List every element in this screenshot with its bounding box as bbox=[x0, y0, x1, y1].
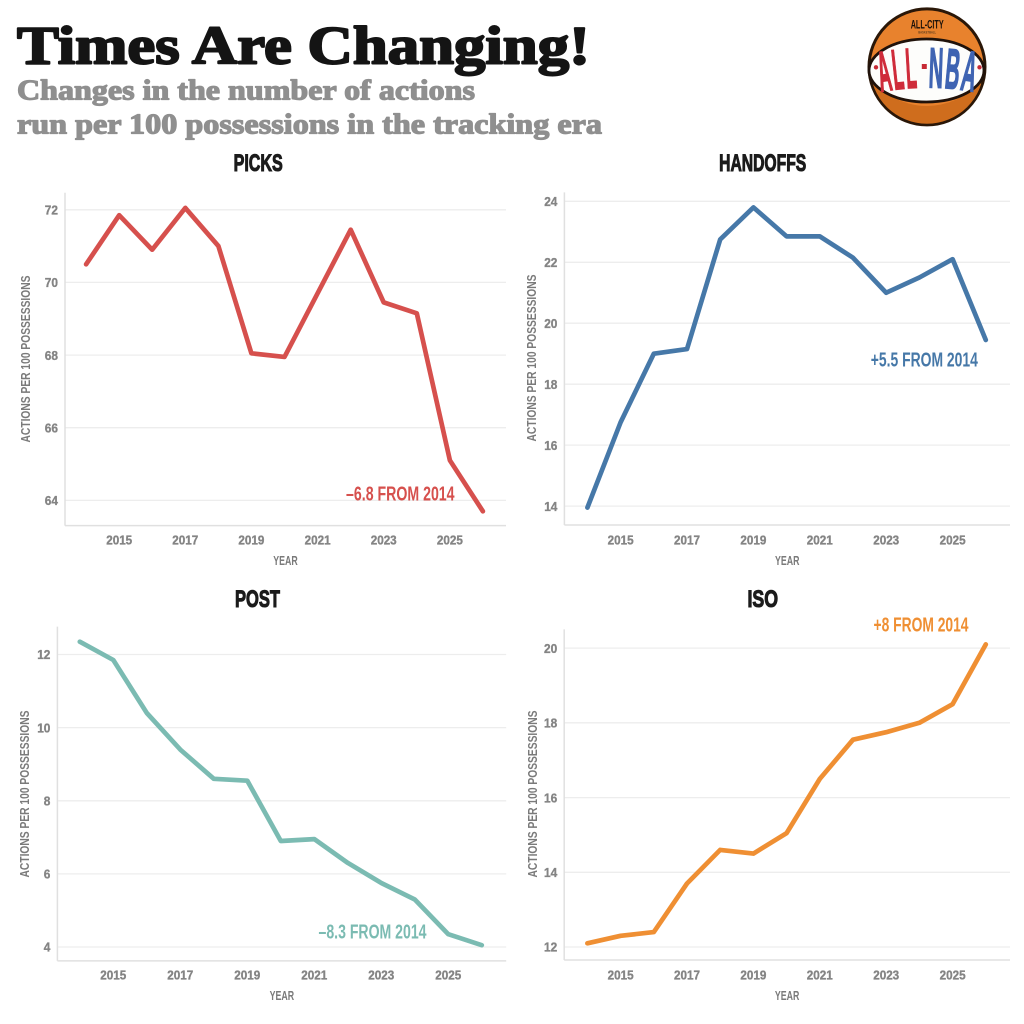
svg-text:64: 64 bbox=[45, 493, 59, 508]
svg-text:ACTIONS PER 100 POSSESSIONS: ACTIONS PER 100 POSSESSIONS bbox=[524, 274, 539, 441]
svg-text:16: 16 bbox=[544, 438, 557, 453]
svg-text:2019: 2019 bbox=[238, 532, 264, 547]
svg-text:ACTIONS PER 100 POSSESSIONS: ACTIONS PER 100 POSSESSIONS bbox=[18, 275, 33, 442]
svg-text:Times Are Changing!: Times Are Changing! bbox=[17, 15, 590, 75]
svg-text:2023: 2023 bbox=[371, 532, 397, 547]
svg-text:12: 12 bbox=[544, 940, 557, 955]
svg-text:14: 14 bbox=[544, 499, 558, 514]
svg-text:+5.5 FROM 2014: +5.5 FROM 2014 bbox=[871, 350, 979, 372]
svg-text:2023: 2023 bbox=[873, 967, 899, 982]
svg-text:+8 FROM 2014: +8 FROM 2014 bbox=[874, 615, 970, 637]
svg-text:B: B bbox=[943, 37, 963, 102]
svg-text:Changes in the number of actio: Changes in the number of actions bbox=[17, 76, 475, 107]
svg-text:2019: 2019 bbox=[740, 532, 766, 547]
svg-text:14: 14 bbox=[544, 865, 558, 880]
svg-text:2017: 2017 bbox=[172, 532, 198, 547]
svg-text:66: 66 bbox=[45, 420, 58, 435]
svg-text:YEAR: YEAR bbox=[775, 989, 800, 1003]
svg-text:2021: 2021 bbox=[807, 532, 833, 547]
svg-text:18: 18 bbox=[544, 377, 557, 392]
svg-text:2023: 2023 bbox=[873, 532, 899, 547]
svg-text:2017: 2017 bbox=[167, 967, 193, 982]
svg-text:BASKETBALL: BASKETBALL bbox=[918, 31, 937, 35]
svg-text:ACTIONS PER 100 POSSESSIONS: ACTIONS PER 100 POSSESSIONS bbox=[525, 710, 540, 877]
svg-text:2019: 2019 bbox=[234, 967, 260, 982]
svg-text:4: 4 bbox=[44, 940, 51, 955]
svg-text:N: N bbox=[928, 37, 945, 102]
svg-text:2017: 2017 bbox=[674, 532, 700, 547]
svg-text:2015: 2015 bbox=[106, 532, 132, 547]
svg-text:16: 16 bbox=[544, 790, 557, 805]
svg-text:PICKS: PICKS bbox=[234, 150, 283, 177]
svg-text:10: 10 bbox=[37, 720, 50, 735]
svg-text:2017: 2017 bbox=[674, 967, 700, 982]
svg-text:ACTIONS PER 100 POSSESSIONS: ACTIONS PER 100 POSSESSIONS bbox=[17, 710, 32, 877]
svg-text:20: 20 bbox=[544, 641, 557, 656]
svg-text:24: 24 bbox=[544, 194, 558, 209]
svg-text:POST: POST bbox=[235, 586, 280, 613]
svg-text:2025: 2025 bbox=[940, 967, 966, 982]
svg-text:2025: 2025 bbox=[940, 532, 966, 547]
svg-text:2015: 2015 bbox=[608, 967, 634, 982]
svg-text:ISO: ISO bbox=[748, 586, 779, 613]
svg-text:–8.3 FROM 2014: –8.3 FROM 2014 bbox=[319, 922, 428, 944]
svg-text:–6.8 FROM 2014: –6.8 FROM 2014 bbox=[346, 484, 455, 506]
svg-text:YEAR: YEAR bbox=[775, 554, 800, 568]
svg-text:18: 18 bbox=[544, 716, 557, 731]
svg-text:6: 6 bbox=[44, 867, 51, 882]
svg-text:12: 12 bbox=[37, 647, 50, 662]
svg-text:YEAR: YEAR bbox=[273, 554, 298, 568]
svg-text:2021: 2021 bbox=[305, 532, 331, 547]
svg-text:2019: 2019 bbox=[740, 967, 766, 982]
svg-text:8: 8 bbox=[44, 794, 51, 809]
svg-text:HANDOFFS: HANDOFFS bbox=[719, 150, 806, 177]
svg-text:70: 70 bbox=[45, 275, 58, 290]
svg-text:2015: 2015 bbox=[608, 532, 634, 547]
svg-text:run per 100 possessions in the: run per 100 possessions in the tracking … bbox=[17, 110, 602, 141]
svg-text:ALL-CITY: ALL-CITY bbox=[911, 19, 944, 31]
svg-text:L: L bbox=[904, 36, 919, 100]
svg-text:2015: 2015 bbox=[100, 967, 126, 982]
svg-text:2021: 2021 bbox=[807, 967, 833, 982]
svg-text:72: 72 bbox=[45, 203, 58, 218]
svg-text:68: 68 bbox=[45, 348, 58, 363]
svg-text:20: 20 bbox=[544, 316, 557, 331]
svg-text:YEAR: YEAR bbox=[270, 989, 295, 1003]
svg-text:2021: 2021 bbox=[301, 967, 327, 982]
svg-text:2025: 2025 bbox=[437, 532, 463, 547]
svg-text:2025: 2025 bbox=[435, 967, 461, 982]
svg-text:2023: 2023 bbox=[368, 967, 394, 982]
svg-text:22: 22 bbox=[544, 255, 557, 270]
